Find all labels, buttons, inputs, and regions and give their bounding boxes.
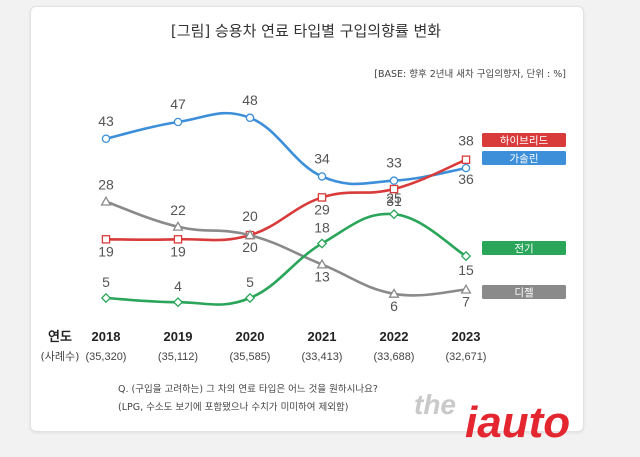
data-label-0-4: 33 (386, 155, 402, 171)
data-label-1-0: 19 (98, 243, 114, 259)
data-point-1-3 (317, 193, 327, 202)
data-label-2-0: 28 (98, 177, 114, 193)
series-3: 5 4 5 18 25 15 (100, 190, 474, 308)
data-point-0-4 (389, 176, 399, 185)
data-label-1-2: 20 (242, 208, 258, 224)
legend-swatch-1 (482, 133, 566, 147)
data-label-1-3: 29 (314, 201, 330, 217)
series-line-3 (105, 212, 467, 306)
sample-size-5: (32,671) (446, 351, 487, 363)
data-label-3-1: 4 (174, 278, 182, 294)
data-point-2-2 (244, 229, 256, 240)
series-2: 28 22 20 13 6 7 (98, 177, 472, 314)
series-line-0 (105, 111, 467, 186)
data-point-0-2 (245, 113, 255, 123)
data-label-1-4: 31 (386, 193, 402, 209)
sample-size-0: (35,320) (86, 351, 127, 363)
data-label-0-0: 43 (98, 113, 114, 129)
footnote-question: Q. (구입을 고려하는) 그 차의 연료 타입은 어느 것을 원하시나요? (118, 383, 378, 395)
data-point-3-3 (316, 238, 328, 249)
sample-size-1: (35,112) (158, 351, 198, 363)
data-point-2-4 (388, 288, 400, 298)
sample-size-label: (사례수) (41, 350, 80, 363)
data-label-1-1: 19 (170, 243, 186, 259)
data-point-1-5 (461, 155, 471, 164)
data-point-3-2 (244, 292, 256, 304)
chart-card (30, 6, 584, 432)
legend-label-0: 가솔린 (510, 153, 539, 165)
legend-label-3: 전기 (514, 243, 533, 255)
data-label-2-4: 6 (390, 298, 398, 314)
legend-item-1: 하이브리드 (482, 133, 566, 147)
legend-swatch-3 (482, 241, 566, 255)
chart-subtitle: [BASE: 향후 2년내 새차 구입의향자, 단위 : %] (374, 68, 566, 80)
data-label-3-0: 5 (102, 274, 110, 290)
data-point-3-1 (172, 297, 184, 308)
legend-item-3: 전기 (482, 241, 566, 255)
legend-item-0: 가솔린 (482, 151, 566, 165)
data-point-3-5 (460, 250, 472, 262)
data-point-1-4 (389, 184, 399, 194)
data-point-0-1 (173, 117, 183, 127)
data-label-2-3: 13 (314, 268, 330, 284)
series-0: 43 47 48 34 33 36 (98, 92, 474, 187)
legend-item-2: 디젤 (482, 285, 566, 299)
data-point-0-0 (101, 134, 111, 144)
sample-size-2: (35,585) (230, 351, 271, 363)
x-tick-label-4: 2022 (380, 329, 409, 344)
data-label-2-5: 7 (462, 294, 470, 310)
x-tick-label-2: 2020 (236, 329, 265, 344)
data-point-0-3 (317, 172, 327, 181)
data-label-0-2: 48 (242, 92, 258, 108)
data-point-2-1 (172, 221, 184, 231)
data-point-3-4 (388, 209, 400, 220)
x-tick-label-5: 2023 (452, 329, 481, 344)
data-label-1-5: 38 (458, 133, 474, 149)
sample-size-3: (33,413) (302, 351, 343, 363)
data-point-1-1 (173, 235, 183, 244)
series-line-1 (105, 158, 467, 242)
footnote-exclusion: (LPG, 수소도 보기에 포함됐으나 수치가 미미하여 제외함) (118, 401, 348, 413)
legend-swatch-2 (482, 285, 566, 299)
watermark-brand: iauto (465, 398, 570, 447)
data-point-2-0 (100, 195, 112, 206)
data-point-3-0 (100, 292, 112, 304)
data-label-0-5: 36 (458, 171, 474, 187)
data-label-3-4: 25 (386, 190, 402, 206)
legend-label-2: 디젤 (514, 287, 533, 299)
data-label-0-1: 47 (170, 96, 186, 112)
data-label-3-2: 5 (246, 274, 254, 290)
data-label-2-2: 20 (242, 239, 258, 255)
series-line-2 (105, 200, 467, 297)
x-tick-label-0: 2018 (92, 329, 121, 344)
data-label-3-3: 18 (314, 220, 330, 236)
watermark-prefix: the (414, 389, 456, 420)
data-label-3-5: 15 (458, 262, 474, 278)
x-axis: 2018 (35,320) 2019 (35,112) 2020 (35,585) 2021… (86, 329, 487, 363)
series-1: 19 19 20 29 31 38 (98, 133, 474, 260)
x-tick-label-1: 2019 (164, 329, 193, 344)
legend-swatch-0 (482, 151, 566, 165)
x-axis-label: 연도 (48, 330, 72, 345)
data-point-1-0 (101, 235, 111, 244)
data-label-2-1: 22 (170, 202, 186, 218)
chart-title: [그림] 승용차 연료 타입별 구입의향률 변화 (171, 22, 441, 40)
data-point-2-3 (316, 258, 328, 269)
data-point-0-5 (461, 163, 471, 173)
legend-label-1: 하이브리드 (500, 134, 549, 147)
x-tick-label-3: 2021 (308, 329, 337, 344)
data-label-0-3: 34 (314, 150, 330, 166)
sample-size-4: (33,688) (374, 351, 415, 363)
data-point-2-5 (460, 283, 472, 294)
